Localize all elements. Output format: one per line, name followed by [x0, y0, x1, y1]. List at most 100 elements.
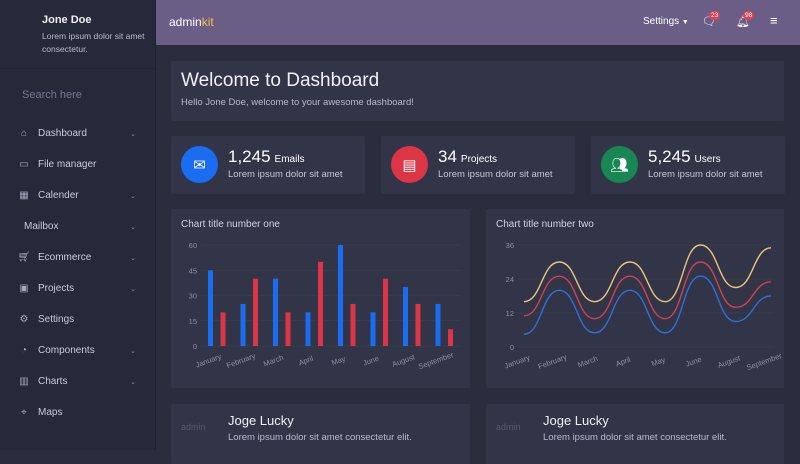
stat-value: 1,245 [228, 147, 271, 166]
sidebar-item-charts[interactable]: ▥ Charts ⌄ [0, 366, 156, 397]
sidebar-item-calender[interactable]: ▦ Calender ⌄ [0, 180, 156, 211]
avatar: admin [181, 422, 206, 432]
x-tick-label: February [225, 351, 257, 370]
person-description: Lorem ipsum dolor sit amet consectetur e… [543, 432, 727, 443]
folder-icon: ▭ [19, 159, 29, 170]
sidebar-item-ecommerce[interactable]: 🛒︎ Ecommerce ⌄ [0, 242, 156, 273]
settings-dropdown[interactable]: Settings ▼ [643, 16, 689, 27]
x-tick-label: March [262, 353, 285, 369]
map-pin-icon: ⌖ [21, 407, 27, 418]
welcome-subtitle: Hello Jone Doe, welcome to your awesome … [181, 97, 414, 108]
bar-may-series-1 [338, 245, 343, 346]
chevron-down-icon: ⌄ [130, 378, 136, 386]
menu-icon[interactable]: ≡ [770, 13, 778, 28]
sidebar-item-mailbox[interactable]: Mailbox ⌄ [0, 211, 156, 242]
bar-april-series-2 [318, 261, 323, 346]
sidebar-item-settings[interactable]: ⚙ Settings [0, 304, 156, 335]
notifications-badge: 98 [743, 11, 755, 20]
x-tick-label: January [503, 353, 531, 371]
x-tick-label: May [650, 355, 667, 368]
sidebar-item-maps[interactable]: ⌖ Maps [0, 397, 156, 428]
bar-june-series-2 [383, 278, 388, 346]
y-tick-label: 24 [506, 275, 514, 284]
bar-june-series-1 [370, 312, 376, 346]
bar-january-series-1 [208, 270, 213, 346]
caret-down-icon: ▼ [681, 19, 689, 26]
pie-icon: ◔ [20, 345, 28, 356]
welcome-card: Welcome to Dashboard Hello Jone Doe, wel… [171, 61, 784, 121]
x-tick-label: January [194, 352, 222, 370]
chevron-down-icon: ⌄ [130, 192, 136, 200]
chart-card-two: Chart title number two 0 12 24 36 January Feb… [486, 209, 784, 388]
line-chart: 0 12 24 36 January February March April May June A… [503, 241, 783, 372]
bar-august-series-1 [403, 287, 408, 346]
sidebar-item-label: Dashboard [38, 128, 87, 139]
sidebar-item-label: Mailbox [24, 221, 59, 232]
stat-description: Lorem ipsum dolor sit amet [648, 169, 763, 180]
calendar-icon: ▦ [19, 190, 29, 201]
brand-text: admin [169, 15, 202, 29]
line-series-3 [523, 244, 772, 303]
bar-chart-icon: ▥ [19, 376, 29, 387]
messages-badge: 23 [709, 11, 721, 20]
bar-march-series-1 [273, 278, 278, 346]
stat-value-wrap: 1,245 Emails [228, 147, 305, 167]
divider [0, 68, 156, 69]
x-tick-label: June [362, 354, 380, 368]
users-icon: 👥︎ [601, 146, 638, 183]
x-tick-label: September [417, 350, 455, 371]
person-name: Joge Lucky [543, 413, 609, 428]
y-tick-label: 30 [189, 292, 197, 301]
stat-value: 5,245 [648, 147, 691, 166]
sidebar-item-label: Maps [38, 407, 63, 418]
stat-value-wrap: 5,245 Users [648, 147, 721, 167]
line-series-1 [523, 275, 772, 335]
gear-icon: ⚙ [19, 314, 29, 325]
bar-february-series-2 [253, 278, 258, 346]
cart-icon: 🛒︎ [17, 252, 31, 263]
brand-accent: kit [201, 15, 214, 29]
x-tick-label: August [391, 352, 417, 369]
y-tick-label: 0 [510, 343, 514, 352]
sidebar-item-label: Projects [38, 283, 75, 294]
stat-label: Users [694, 154, 721, 165]
y-tick-label: 60 [189, 241, 197, 250]
x-tick-label: September [745, 351, 783, 372]
chevron-down-icon: ⌄ [130, 285, 136, 293]
settings-label: Settings [643, 16, 680, 27]
stat-card-users: 👥︎ 5,245 Users Lorem ipsum dolor sit amet [591, 136, 785, 194]
sidebar-item-components[interactable]: ◔ Components ⌄ [0, 335, 156, 366]
person-card: admin Joge Lucky Lorem ipsum dolor sit a… [171, 404, 470, 464]
stat-description: Lorem ipsum dolor sit amet [228, 169, 343, 180]
stat-description: Lorem ipsum dolor sit amet [438, 169, 553, 180]
user-description: Lorem ipsum dolor sit amet consectetur. [42, 31, 145, 54]
x-tick-label: April [297, 354, 314, 368]
sidebar-item-projects[interactable]: ▣ Projects ⌄ [0, 273, 156, 304]
x-tick-label: March [576, 354, 599, 370]
top-header: adminkit Settings ▼ 🗨 23 🔔︎ 98 ≡ [156, 0, 800, 45]
bar-september-series-1 [435, 303, 441, 346]
chevron-down-icon: ⌄ [130, 254, 136, 262]
x-tick-label: June [684, 355, 702, 369]
sidebar-item-dashboard[interactable]: ⌂ Dashboard ⌄ [0, 118, 156, 149]
file-icon: ▤ [391, 146, 428, 183]
y-tick-label: 15 [189, 317, 197, 326]
chart-title: Chart title number two [496, 219, 594, 230]
y-tick-label: 12 [506, 309, 514, 318]
x-tick-label: April [614, 355, 631, 369]
bar-february-series-1 [240, 303, 246, 346]
stat-value-wrap: 34 Projects [438, 147, 497, 167]
user-name: Jone Doe [42, 14, 92, 26]
sidebar: Jone Doe Lorem ipsum dolor sit amet cons… [0, 0, 156, 450]
bar-chart: 0 15 30 45 60 January February March April May Jun… [189, 241, 461, 371]
messages-button[interactable]: 🗨 23 [702, 11, 721, 28]
chart-card-one: Chart title number one 0 15 30 45 60 January F… [171, 209, 470, 388]
sidebar-item-file-manager[interactable]: ▭ File manager [0, 149, 156, 180]
bar-march-series-2 [285, 312, 291, 346]
search-input[interactable] [22, 89, 142, 101]
bar-august-series-2 [415, 303, 421, 346]
notifications-button[interactable]: 🔔︎ 98 [736, 11, 755, 28]
brand-logo[interactable]: adminkit [169, 15, 214, 29]
page-title: Welcome to Dashboard [181, 70, 380, 91]
bar-may-series-2 [350, 303, 356, 346]
